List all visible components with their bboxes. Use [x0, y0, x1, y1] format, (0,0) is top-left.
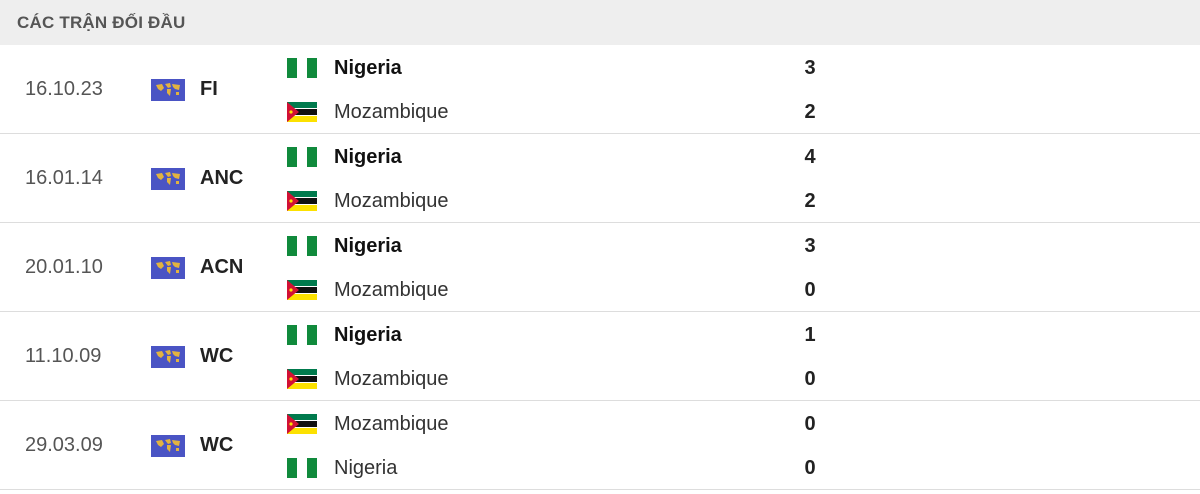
team-name: Nigeria [334, 456, 398, 479]
match-date: 11.10.09 [25, 345, 102, 367]
team-name: Mozambique [334, 278, 449, 301]
team-home[interactable]: Nigeria [287, 234, 402, 258]
team-name: Nigeria [334, 145, 402, 168]
team-home[interactable]: Nigeria [287, 56, 402, 80]
mozambique-flag-icon [287, 280, 317, 300]
world-map-icon [151, 346, 185, 368]
home-score: 0 [804, 413, 816, 435]
match-list: 16.10.23 FI Nigeria Mozambique 3 2 16.01.… [0, 45, 1200, 490]
section-header: CÁC TRẬN ĐỐI ĐẦU [0, 0, 1200, 45]
match-row[interactable]: 16.10.23 FI Nigeria Mozambique 3 2 [0, 45, 1200, 134]
team-home[interactable]: Mozambique [287, 412, 449, 436]
team-home[interactable]: Nigeria [287, 323, 402, 347]
team-name: Mozambique [334, 100, 449, 123]
away-score: 0 [804, 457, 816, 479]
team-away[interactable]: Mozambique [287, 367, 449, 391]
team-away[interactable]: Mozambique [287, 189, 449, 213]
team-name: Nigeria [334, 323, 402, 346]
match-date: 29.03.09 [25, 434, 103, 456]
nigeria-flag-icon [287, 58, 317, 78]
team-name: Mozambique [334, 367, 449, 390]
match-date: 16.10.23 [25, 78, 103, 100]
nigeria-flag-icon [287, 236, 317, 256]
team-home[interactable]: Nigeria [287, 145, 402, 169]
world-map-icon [151, 79, 185, 101]
nigeria-flag-icon [287, 458, 317, 478]
mozambique-flag-icon [287, 102, 317, 122]
team-away[interactable]: Mozambique [287, 100, 449, 124]
match-row[interactable]: 20.01.10 ACN Nigeria Mozambique 3 0 [0, 223, 1200, 312]
mozambique-flag-icon [287, 191, 317, 211]
team-name: Mozambique [334, 412, 449, 435]
match-date: 20.01.10 [25, 256, 103, 278]
home-score: 3 [804, 57, 816, 79]
team-name: Nigeria [334, 234, 402, 257]
competition-label: FI [200, 78, 218, 100]
competition-label: WC [200, 434, 234, 456]
team-name: Nigeria [334, 56, 402, 79]
nigeria-flag-icon [287, 325, 317, 345]
section-title: CÁC TRẬN ĐỐI ĐẦU [17, 12, 186, 32]
team-away[interactable]: Mozambique [287, 278, 449, 302]
nigeria-flag-icon [287, 147, 317, 167]
match-row[interactable]: 29.03.09 WC Mozambique Nigeria 0 0 [0, 401, 1200, 490]
away-score: 0 [804, 368, 816, 390]
home-score: 4 [804, 146, 816, 168]
world-map-icon [151, 435, 185, 457]
match-row[interactable]: 11.10.09 WC Nigeria Mozambique 1 0 [0, 312, 1200, 401]
mozambique-flag-icon [287, 414, 317, 434]
away-score: 2 [804, 101, 816, 123]
mozambique-flag-icon [287, 369, 317, 389]
match-date: 16.01.14 [25, 167, 103, 189]
away-score: 0 [804, 279, 816, 301]
home-score: 1 [804, 324, 816, 346]
home-score: 3 [804, 235, 816, 257]
world-map-icon [151, 168, 185, 190]
world-map-icon [151, 257, 185, 279]
competition-label: ACN [200, 256, 244, 278]
away-score: 2 [804, 190, 816, 212]
match-row[interactable]: 16.01.14 ANC Nigeria Mozambique 4 2 [0, 134, 1200, 223]
team-away[interactable]: Nigeria [287, 456, 397, 480]
team-name: Mozambique [334, 189, 449, 212]
competition-label: WC [200, 345, 234, 367]
competition-label: ANC [200, 167, 244, 189]
